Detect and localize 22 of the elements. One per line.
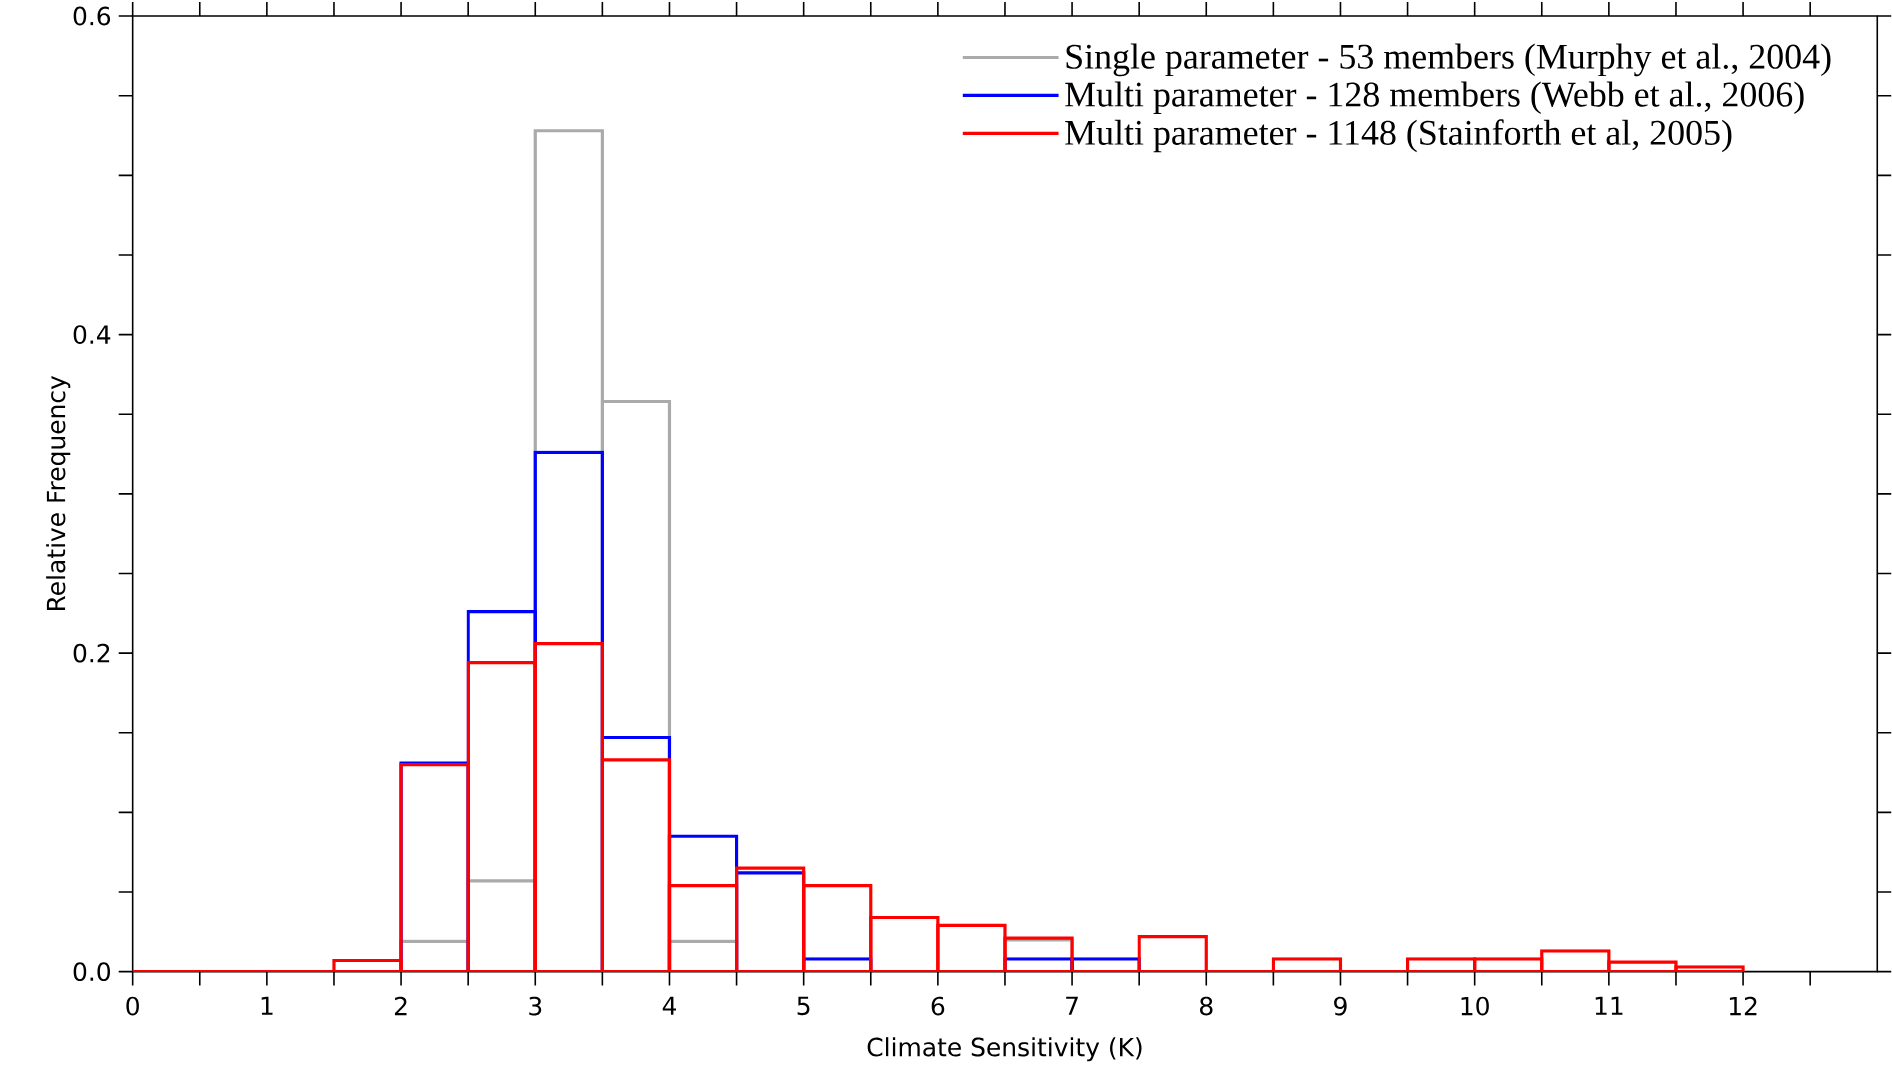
y-tick-label: 0.2 — [73, 643, 110, 663]
x-tick-label: 2 — [394, 996, 407, 1015]
y-tick-label: 0.4 — [73, 324, 111, 344]
x-tick-label: 5 — [797, 996, 810, 1015]
legend-label: Multi parameter - 128 members (Webb et al., 2006) — [1065, 81, 1804, 114]
x-tick-label: 8 — [1200, 996, 1213, 1016]
x-tick-label: 3 — [529, 996, 542, 1016]
x-tick-label: 7 — [1066, 996, 1078, 1015]
x-tick-label: 0 — [126, 996, 139, 1016]
y-axis-title: Relative Frequency — [46, 375, 71, 610]
y-tick-label: 0.0 — [73, 962, 110, 981]
x-tick-label: 1 — [261, 996, 273, 1015]
x-axis-title: Climate Sensitivity (K) — [867, 1037, 1142, 1062]
x-tick-label: 4 — [662, 996, 676, 1015]
y-tick-label: 0.6 — [73, 6, 111, 26]
legend-label: Multi parameter - 1148 (Stainforth et al, 2005) — [1065, 119, 1732, 153]
legend-label: Single parameter - 53 members (Murphy et al., 2004) — [1066, 43, 1831, 77]
x-tick-label: 6 — [931, 996, 945, 1016]
x-tick-label: 11 — [1595, 996, 1623, 1015]
x-tick-label: 12 — [1729, 996, 1757, 1015]
x-tick-label: 9 — [1334, 996, 1347, 1016]
x-tick-label: 10 — [1461, 996, 1489, 1016]
